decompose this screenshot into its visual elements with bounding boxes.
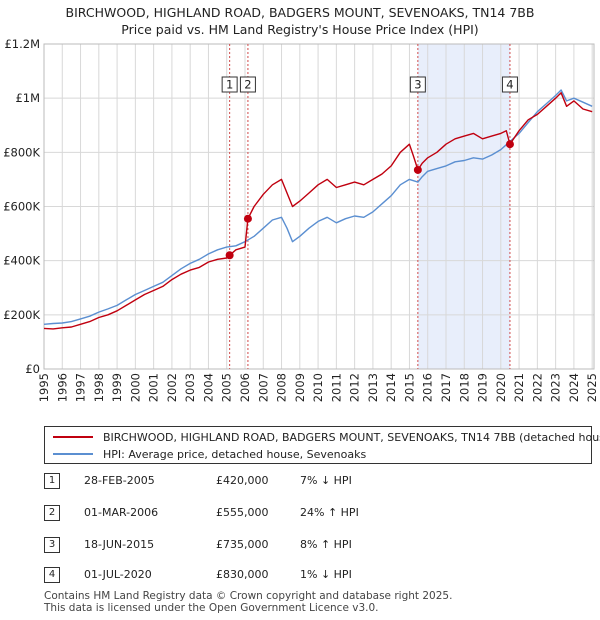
footer-license: This data is licensed under the Open Gov… [44, 602, 379, 614]
x-tick-label: 1998 [92, 373, 106, 402]
x-tick-label: 2012 [348, 373, 362, 402]
plot-frame [43, 43, 595, 370]
sale-date: 28-FEB-2005 [84, 474, 155, 487]
y-tick-label: £600K [3, 200, 40, 214]
legend-label-property: BIRCHWOOD, HIGHLAND ROAD, BADGERS MOUNT,… [103, 430, 600, 444]
x-tick-label: 2021 [512, 373, 526, 402]
sale-hpi-diff: 8% ↑ HPI [300, 538, 352, 551]
transaction-marker [225, 251, 234, 260]
sale-date: 01-MAR-2006 [84, 506, 159, 519]
sale-number-badge: 4 [44, 567, 60, 583]
x-tick-label: 2019 [476, 373, 490, 402]
x-tick-label: 2011 [329, 373, 343, 402]
x-tick-label: 2007 [256, 373, 270, 402]
transaction-label-box [221, 76, 238, 93]
x-tick-label: 2024 [567, 373, 581, 402]
y-tick-label: £400K [3, 254, 40, 268]
x-tick-label: 2009 [293, 373, 307, 402]
sale-hpi-diff: 24% ↑ HPI [300, 506, 359, 519]
x-tick-label: 2022 [530, 373, 544, 402]
x-tick-label: 2015 [402, 373, 416, 402]
sale-hpi-diff: 7% ↓ HPI [300, 474, 352, 487]
sale-price: £735,000 [216, 538, 269, 551]
x-tick-label: 2025 [585, 373, 599, 402]
table-row: 2 01-MAR-2006 £555,000 24% ↑ HPI [44, 505, 374, 523]
legend-swatch-property [53, 436, 93, 438]
x-tick-label: 1997 [74, 373, 88, 402]
transaction-marker [505, 140, 514, 149]
legend-item-property: BIRCHWOOD, HIGHLAND ROAD, BADGERS MOUNT,… [53, 429, 600, 445]
x-tick-label: 2014 [384, 373, 398, 402]
x-tick-label: 2016 [421, 373, 435, 402]
x-tick-label: 2023 [549, 373, 563, 402]
table-row: 3 18-JUN-2015 £735,000 8% ↑ HPI [44, 537, 374, 555]
x-tick-label: 2004 [201, 373, 215, 402]
legend-label-hpi: HPI: Average price, detached house, Seve… [103, 447, 367, 461]
chart-title: BIRCHWOOD, HIGHLAND ROAD, BADGERS MOUNT,… [0, 4, 600, 38]
transaction-label: 4 [506, 78, 513, 92]
x-tick-label: 2018 [457, 373, 471, 402]
sale-date: 18-JUN-2015 [84, 538, 155, 551]
sale-number-badge: 3 [44, 537, 60, 553]
x-tick-label: 2006 [238, 373, 252, 402]
y-tick-label: £0 [25, 362, 40, 376]
sale-number-badge: 2 [44, 505, 60, 521]
legend-swatch-hpi [53, 453, 93, 455]
transaction-marker [243, 214, 252, 223]
transaction-label: 2 [244, 78, 251, 92]
sale-date: 01-JUL-2020 [84, 568, 152, 581]
x-tick-label: 2003 [183, 373, 197, 402]
sale-price: £555,000 [216, 506, 269, 519]
series-line-hpi [43, 89, 593, 325]
x-tick-label: 2017 [439, 373, 453, 402]
title-line-1: BIRCHWOOD, HIGHLAND ROAD, BADGERS MOUNT,… [65, 5, 535, 20]
table-row: 4 01-JUL-2020 £830,000 1% ↓ HPI [44, 567, 374, 585]
series-line-property [43, 92, 593, 330]
x-tick-label: 2005 [220, 373, 234, 402]
y-tick-label: £1.2M [4, 37, 40, 51]
table-row: 1 28-FEB-2005 £420,000 7% ↓ HPI [44, 473, 374, 491]
transaction-label-box [239, 76, 256, 93]
x-tick-label: 1996 [55, 373, 69, 402]
x-tick-label: 2020 [494, 373, 508, 402]
x-tick-label: 2002 [165, 373, 179, 402]
transaction-label: 1 [226, 78, 233, 92]
sale-number-badge: 1 [44, 473, 60, 489]
transaction-label-box [409, 76, 426, 93]
y-tick-label: £800K [3, 145, 40, 159]
footer: Contains HM Land Registry data © Crown c… [44, 590, 452, 614]
x-tick-label: 2010 [311, 373, 325, 402]
x-tick-label: 2008 [275, 373, 289, 402]
x-tick-label: 2013 [366, 373, 380, 402]
legend: BIRCHWOOD, HIGHLAND ROAD, BADGERS MOUNT,… [44, 426, 600, 464]
y-tick-label: £200K [3, 308, 40, 322]
sale-price: £830,000 [216, 568, 269, 581]
transaction-label: 3 [414, 78, 421, 92]
x-tick-label: 1999 [110, 373, 124, 402]
footer-copyright: Contains HM Land Registry data © Crown c… [44, 590, 453, 602]
legend-item-hpi: HPI: Average price, detached house, Seve… [53, 446, 366, 462]
y-tick-label: £1M [15, 91, 40, 105]
price-chart: £0 £200K £400K £600K £800K £1M £1.2M 1995 1996 19… [3, 37, 599, 402]
x-tick-label: 2000 [128, 373, 142, 402]
sale-hpi-diff: 1% ↓ HPI [300, 568, 352, 581]
transaction-label-box [501, 76, 518, 93]
transaction-marker [413, 165, 422, 174]
sale-price: £420,000 [216, 474, 269, 487]
x-tick-label: 1995 [37, 373, 51, 402]
title-line-2: Price paid vs. HM Land Registry's House … [121, 22, 479, 37]
x-tick-label: 2001 [147, 373, 161, 402]
